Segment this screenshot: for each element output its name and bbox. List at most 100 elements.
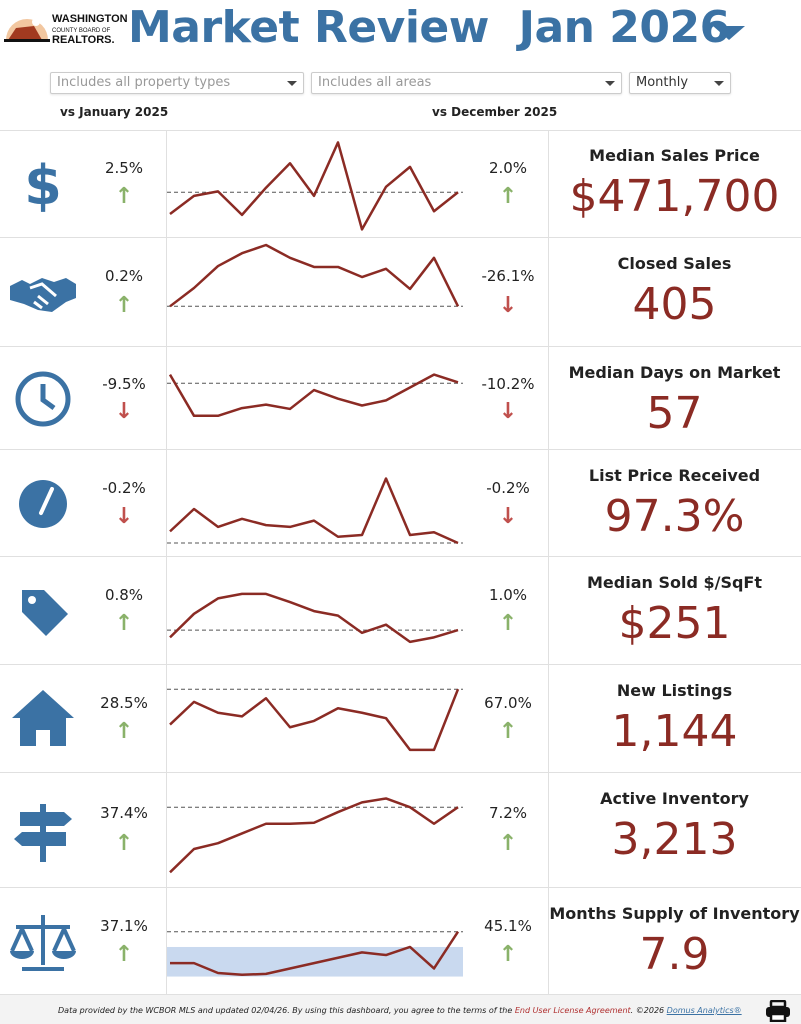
metric-value: 1,144	[611, 706, 738, 757]
sparkline	[167, 141, 463, 231]
metric-summary: Closed Sales 405	[548, 238, 801, 347]
up-arrow-icon: ↑	[114, 292, 134, 318]
dollar-icon: $	[24, 154, 62, 217]
mom-change: 45.1%	[484, 916, 532, 935]
print-icon[interactable]	[765, 1000, 791, 1022]
metric-label: New Listings	[616, 681, 733, 700]
metric-row: 37.1% ↑ 45.1% ↑	[0, 888, 548, 995]
metric-label: List Price Received	[588, 466, 761, 485]
up-arrow-icon: ↑	[498, 719, 518, 744]
metric-label: Median Sold $/SqFt	[586, 573, 763, 592]
yoy-change: -0.2%	[102, 478, 146, 497]
yoy-change: 0.2%	[104, 267, 144, 286]
metric-value: 405	[632, 279, 717, 330]
sparkline	[167, 592, 463, 644]
metric-label: Months Supply of Inventory	[549, 904, 800, 923]
area-select[interactable]: Includes all areas	[311, 72, 622, 94]
metrics-grid	[0, 130, 801, 995]
sparkline	[167, 688, 463, 752]
down-arrow-icon: ↓	[498, 398, 518, 424]
down-arrow-icon: ↓	[114, 398, 134, 424]
clock-icon	[15, 371, 71, 426]
property-type-select[interactable]: Includes all property types	[50, 72, 304, 94]
chevron-down-icon	[287, 81, 297, 86]
metric-row: -9.5% ↓ -10.2% ↓	[0, 347, 548, 450]
metric-row: 37.4% ↑ 7.2% ↑	[0, 773, 548, 888]
yoy-header: vs January 2025	[60, 105, 169, 119]
page-title: Market Review Jan 2026	[128, 2, 730, 53]
metric-label: Active Inventory	[600, 789, 749, 808]
mom-change: 2.0%	[488, 159, 528, 178]
yoy-change: 28.5%	[100, 694, 148, 713]
sparkline-line	[170, 931, 460, 977]
metric-label: Median Sales Price	[589, 146, 760, 165]
metric-summary: Median Days on Market 57	[548, 347, 801, 450]
price-tag-icon	[22, 590, 68, 636]
up-arrow-icon: ↑	[114, 941, 134, 967]
sparkline-line	[169, 688, 460, 752]
metric-summary: Median Sold $/SqFt $251	[548, 557, 801, 665]
sparkline	[167, 373, 463, 418]
metric-summary: List Price Received 97.3%	[548, 450, 801, 557]
mom-change: -10.2%	[481, 374, 535, 393]
yoy-change: 37.1%	[100, 916, 148, 935]
metric-summary: Active Inventory 3,213	[548, 773, 801, 888]
sparkline-line	[169, 797, 459, 874]
metric-row: -0.2% ↓ -0.2% ↓	[0, 450, 548, 557]
metric-summary: Months Supply of Inventory 7.9	[548, 888, 801, 995]
signpost-icon	[14, 803, 72, 862]
up-arrow-icon: ↑	[498, 941, 518, 967]
metric-summary: Median Sales Price $471,700	[548, 130, 801, 238]
metric-summary: New Listings 1,144	[548, 665, 801, 773]
footer: Data provided by the WCBOR MLS and updat…	[0, 995, 801, 1024]
up-arrow-icon: ↑	[498, 611, 518, 636]
yoy-change: -9.5%	[102, 374, 146, 393]
metric-row: $ 2.5% ↑ 2.0% ↑	[0, 130, 548, 238]
sparkline-line	[169, 141, 459, 231]
metric-value: 7.9	[639, 929, 710, 980]
sparkline-line	[169, 477, 459, 545]
domus-link[interactable]: Domus Analytics®	[666, 1006, 742, 1015]
metric-row: 0.8% ↑ 1.0% ↑	[0, 557, 548, 665]
house-icon	[12, 690, 74, 746]
logo-mark	[4, 18, 50, 42]
metric-value: $251	[618, 598, 731, 649]
up-arrow-icon: ↑	[498, 830, 518, 856]
down-arrow-icon: ↓	[114, 503, 134, 529]
yoy-change: 0.8%	[104, 586, 144, 605]
logo: WASHINGTON COUNTY BOARD OF REALTORS.	[4, 12, 128, 46]
logo-text: WASHINGTON COUNTY BOARD OF REALTORS.	[52, 13, 128, 46]
metric-value: 57	[646, 388, 703, 439]
frequency-select[interactable]: Monthly	[629, 72, 731, 94]
metric-value: $471,700	[569, 171, 780, 222]
mom-change: 7.2%	[488, 804, 528, 823]
sparkline	[167, 243, 463, 308]
metric-row: 0.2% ↑ -26.1% ↓	[0, 238, 548, 347]
metric-label: Closed Sales	[617, 254, 732, 273]
mom-change: 67.0%	[484, 694, 532, 713]
down-arrow-icon: ↓	[498, 292, 518, 318]
mom-change: 1.0%	[488, 586, 528, 605]
mom-change: -26.1%	[481, 267, 535, 286]
up-arrow-icon: ↑	[114, 719, 134, 744]
period-dropdown-caret[interactable]	[713, 26, 745, 40]
chevron-down-icon	[605, 81, 615, 86]
metric-row: 28.5% ↑ 67.0% ↑	[0, 665, 548, 773]
yoy-change: 37.4%	[100, 804, 148, 823]
svg-text:$: $	[24, 154, 62, 217]
mom-header: vs December 2025	[432, 105, 558, 119]
metric-value: 3,213	[611, 814, 738, 865]
gauge-icon	[19, 479, 67, 528]
eula-link[interactable]: End User License Agreement	[514, 1006, 631, 1015]
metric-value: 97.3%	[604, 491, 745, 542]
chevron-down-icon	[714, 81, 724, 86]
yoy-change: 2.5%	[104, 159, 144, 178]
up-arrow-icon: ↑	[498, 184, 518, 209]
mom-change: -0.2%	[486, 478, 530, 497]
period-label: Jan 2026	[518, 2, 731, 53]
down-arrow-icon: ↓	[498, 503, 518, 529]
handshake-icon	[10, 277, 76, 312]
sparkline-line	[169, 592, 459, 644]
sparkline-line	[168, 373, 459, 418]
sparkline-line	[169, 243, 460, 308]
